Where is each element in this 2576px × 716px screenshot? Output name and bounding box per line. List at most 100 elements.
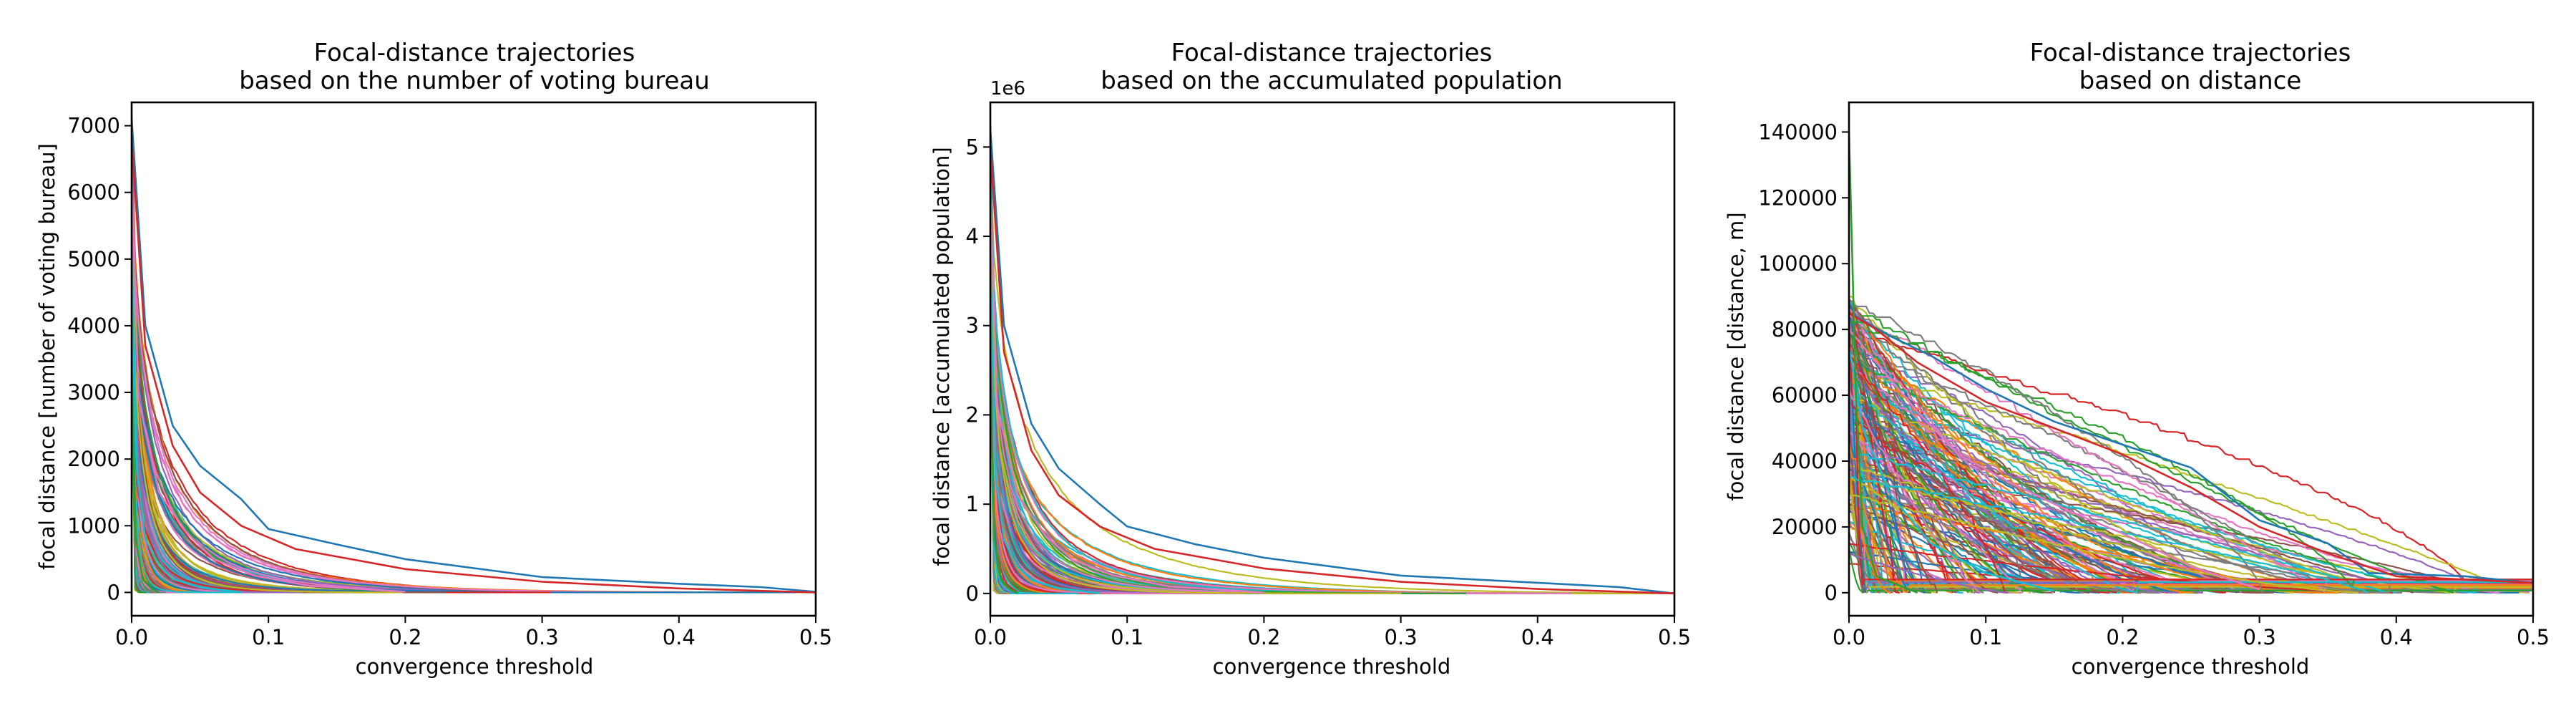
lines-group-1 — [132, 115, 816, 594]
series-line-1-219 — [132, 169, 403, 594]
x-ticks-3: 0.0 0.1 0.2 0.3 0.4 0.5 — [1833, 616, 2550, 649]
series-line-3-216 — [1849, 341, 1938, 594]
y-tick-label-1-4: 3000 — [67, 380, 120, 405]
x-tick-label-2-2: 0.1 — [1111, 625, 1143, 649]
x-tick-label-2-5: 0.4 — [1521, 625, 1554, 649]
y-tick-label-1-2: 1000 — [67, 513, 120, 538]
representative-line-1-4 — [132, 246, 242, 594]
x-tick-label-3-6: 0.5 — [2517, 625, 2550, 649]
representative-line-1-2 — [132, 139, 816, 594]
x-tick-label-1-2: 0.1 — [252, 625, 285, 649]
plot-area-3 — [1848, 101, 2534, 617]
series-line-3-186 — [1849, 410, 2100, 594]
chart-panel-3: Focal-distance trajectories based on dis… — [1724, 39, 2550, 679]
x-tick-label-1-5: 0.4 — [663, 625, 696, 649]
y-tick-label-2-5: 4 — [966, 224, 979, 248]
y-tick-label-1-8: 7000 — [67, 114, 120, 138]
series-line-3-145 — [1849, 410, 2468, 594]
y-tick-label-1-1: 0 — [107, 580, 120, 604]
chart-title-2-line-2: based on the accumulated population — [1101, 67, 1563, 95]
series-line-3-217 — [1849, 389, 1981, 594]
x-ticks-2: 0.0 0.1 0.2 0.3 0.4 0.5 — [974, 616, 1691, 649]
x-tick-label-2-4: 0.3 — [1385, 625, 1418, 649]
series-line-3-180 — [1849, 371, 1873, 593]
series-line-3-213 — [1849, 321, 2533, 589]
x-tick-label-3-1: 0.0 — [1833, 625, 1865, 649]
representative-line-2-3 — [990, 191, 1264, 594]
plot-area-2 — [989, 101, 1676, 617]
x-tick-label-2-3: 0.2 — [1247, 625, 1280, 649]
y-tick-label-3-5: 80000 — [1772, 317, 1838, 342]
series-line-3-64 — [1849, 327, 2533, 591]
representative-line-3-2 — [1849, 312, 2533, 584]
x-tick-label-3-4: 0.3 — [2243, 625, 2276, 649]
series-line-3-209 — [1849, 475, 1975, 594]
series-line-3-170 — [1849, 382, 2533, 594]
y-tick-label-3-7: 120000 — [1758, 185, 1838, 210]
x-tick-label-1-6: 0.5 — [799, 625, 832, 649]
series-line-2-220 — [990, 351, 1078, 594]
y-tick-label-2-1: 0 — [966, 581, 979, 606]
series-line-3-202 — [1849, 470, 1892, 594]
series-line-3-79 — [1849, 365, 2516, 594]
y-tick-label-3-6: 100000 — [1758, 251, 1838, 276]
series-line-3-215 — [1849, 553, 2009, 594]
y-tick-label-2-4: 3 — [966, 314, 979, 338]
x-tick-label-3-2: 0.1 — [1969, 625, 2002, 649]
series-line-3-194 — [1849, 543, 2393, 594]
y-axis-label-3: focal distance [distance, m] — [1724, 212, 1748, 500]
series-line-3-214 — [1849, 315, 2533, 586]
representative-line-3-3 — [1849, 329, 2260, 591]
y-axis-label-1: focal distance [number of voting bureau] — [35, 143, 59, 570]
y-tick-label-3-3: 40000 — [1772, 449, 1838, 473]
series-line-3-212 — [1849, 442, 2533, 594]
representative-line-2-4 — [990, 253, 1101, 595]
series-line-3-173 — [1849, 358, 1969, 594]
series-line-3-128 — [1849, 314, 2155, 594]
x-tick-label-3-3: 0.2 — [2106, 625, 2139, 649]
y-tick-label-3-2: 20000 — [1772, 515, 1838, 539]
series-line-1-220 — [132, 185, 235, 594]
x-axis-label-2: convergence threshold — [1213, 654, 1451, 679]
series-line-3-126 — [1849, 429, 2414, 594]
x-axis-label-3: convergence threshold — [2072, 654, 2310, 679]
series-line-3-208 — [1849, 304, 2533, 594]
chart-title-3-line-2: based on distance — [2079, 67, 2302, 95]
series-line-2-49 — [990, 146, 1669, 594]
series-line-1-218 — [132, 180, 166, 594]
y-ticks-3: 0 20000 40000 60000 80000 100000 120000 140000 — [1758, 120, 1849, 605]
plot-area-1 — [130, 101, 817, 617]
series-line-3-168 — [1849, 531, 2533, 593]
y-tick-label-3-1: 0 — [1825, 581, 1838, 605]
representative-line-3-4 — [1849, 345, 2055, 592]
lines-group-2 — [990, 123, 1674, 595]
series-line-3-196 — [1849, 303, 1999, 594]
chart-panel-1: Focal-distance trajectories based on the… — [35, 39, 832, 679]
representative-line-1-3 — [132, 179, 406, 593]
x-tick-label-1-4: 0.3 — [526, 625, 559, 649]
x-tick-label-2-6: 0.5 — [1658, 625, 1691, 649]
chart-title-1-line-1: Focal-distance trajectories — [314, 39, 635, 67]
representative-line-2-5 — [990, 361, 1018, 594]
series-line-3-95 — [1849, 404, 2533, 594]
representative-line-2-1 — [990, 129, 1674, 595]
chart-panel-2: Focal-distance trajectories based on the… — [930, 39, 1691, 679]
representative-line-3-5 — [1849, 132, 1918, 594]
y-ticks-1: 0 1000 2000 3000 4000 5000 6000 7000 — [67, 114, 132, 604]
representative-line-2-2 — [990, 147, 1674, 595]
x-tick-label-1-1: 0.0 — [115, 625, 148, 649]
series-line-3-193 — [1849, 305, 2454, 594]
series-line-3-218 — [1849, 299, 2264, 594]
series-line-3-206 — [1849, 423, 1865, 593]
x-axis-label-1: convergence threshold — [356, 654, 594, 679]
representative-line-1-1 — [132, 119, 816, 593]
y-tick-label-1-3: 2000 — [67, 447, 120, 471]
series-line-3-198 — [1849, 453, 2160, 594]
chart-title-1-line-2: based on the number of voting bureau — [239, 67, 710, 95]
y-tick-label-1-5: 4000 — [67, 314, 120, 338]
axes-frame-2 — [989, 101, 1676, 617]
y-tick-label-2-3: 2 — [966, 402, 979, 427]
y-tick-label-3-8: 140000 — [1758, 120, 1838, 144]
